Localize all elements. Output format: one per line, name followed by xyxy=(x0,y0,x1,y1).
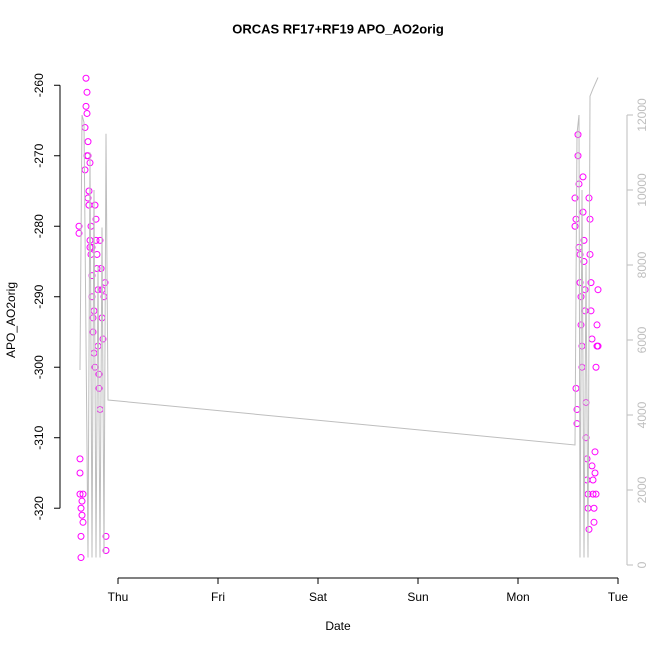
point xyxy=(590,504,598,512)
point xyxy=(84,138,92,146)
point xyxy=(585,525,593,533)
point xyxy=(78,511,86,519)
point xyxy=(82,74,90,82)
y-tick-label: -280 xyxy=(32,214,46,238)
point xyxy=(580,236,588,244)
point xyxy=(91,201,99,209)
y-tick-label: -320 xyxy=(32,496,46,520)
point xyxy=(76,455,84,463)
point xyxy=(92,215,100,223)
point xyxy=(102,532,110,540)
point xyxy=(591,469,599,477)
point xyxy=(592,363,600,371)
x-tick-label: Sat xyxy=(309,590,328,604)
point xyxy=(586,215,594,223)
y2-tick-label: 2000 xyxy=(635,476,649,503)
y-axis-label: APO_AO2orig xyxy=(4,282,18,358)
point xyxy=(579,208,587,216)
point xyxy=(571,222,579,230)
y-tick-label: -300 xyxy=(32,355,46,379)
x-tick-label: Tue xyxy=(608,590,629,604)
y2-tick-label: 8000 xyxy=(635,251,649,278)
y-tick-label: -310 xyxy=(32,425,46,449)
point xyxy=(76,469,84,477)
point xyxy=(77,554,85,562)
point xyxy=(585,194,593,202)
point xyxy=(580,257,588,265)
point xyxy=(92,236,100,244)
point xyxy=(78,497,86,505)
x-tick-label: Fri xyxy=(211,590,225,604)
point xyxy=(77,504,85,512)
y-tick-label: -290 xyxy=(32,284,46,308)
point xyxy=(594,286,602,294)
point xyxy=(96,236,104,244)
point xyxy=(587,307,595,315)
point xyxy=(85,187,93,195)
point xyxy=(591,448,599,456)
point xyxy=(594,342,602,350)
point xyxy=(75,222,83,230)
x-tick-label: Thu xyxy=(108,590,129,604)
altitude-line xyxy=(79,77,599,558)
x-tick-label: Mon xyxy=(506,590,529,604)
point xyxy=(589,476,597,484)
y2-tick-label: 4000 xyxy=(635,401,649,428)
point xyxy=(579,173,587,181)
point xyxy=(102,547,110,555)
point xyxy=(572,384,580,392)
x-tick-label: Sun xyxy=(407,590,428,604)
point xyxy=(581,286,589,294)
point xyxy=(76,490,84,498)
y-tick-label: -260 xyxy=(32,73,46,97)
point xyxy=(79,518,87,526)
y2-tick-label: 10000 xyxy=(635,173,649,207)
point xyxy=(571,194,579,202)
point xyxy=(574,152,582,160)
point xyxy=(592,490,600,498)
point xyxy=(83,88,91,96)
point xyxy=(82,102,90,110)
chart-title: ORCAS RF17+RF19 APO_AO2orig xyxy=(232,21,444,36)
y2-tick-label: 6000 xyxy=(635,326,649,353)
point xyxy=(590,518,598,526)
point xyxy=(593,321,601,329)
point xyxy=(79,490,87,498)
point xyxy=(83,109,91,117)
point xyxy=(586,250,594,258)
point xyxy=(576,250,584,258)
point xyxy=(589,490,597,498)
x-axis-label: Date xyxy=(325,619,351,633)
point xyxy=(75,229,83,237)
point xyxy=(88,243,96,251)
point xyxy=(77,532,85,540)
y2-tick-label: 12000 xyxy=(635,98,649,132)
point xyxy=(588,462,596,470)
point xyxy=(574,131,582,139)
point xyxy=(587,279,595,287)
y2-tick-label: 0 xyxy=(635,561,649,568)
y-tick-label: -270 xyxy=(32,143,46,167)
